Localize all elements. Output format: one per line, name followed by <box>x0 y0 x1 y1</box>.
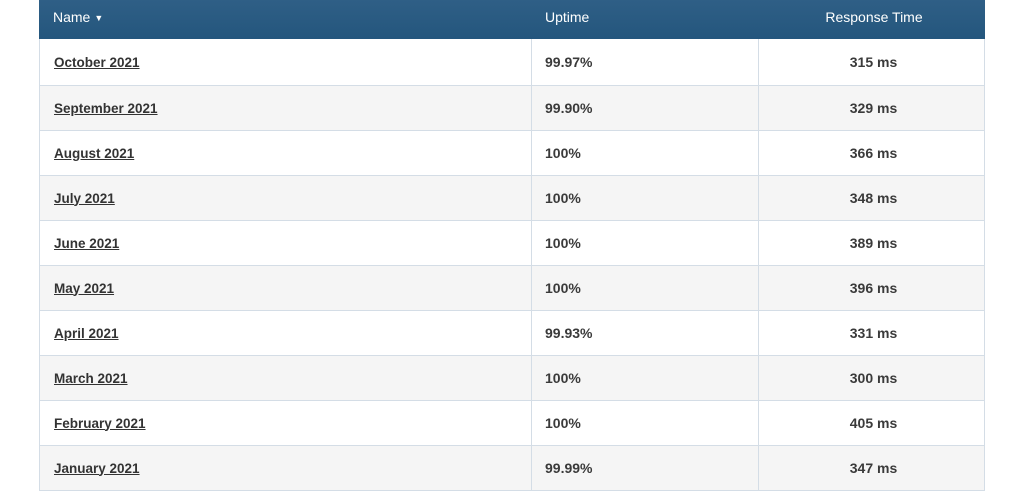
cell-response-time: 348 ms <box>759 176 985 220</box>
table-row: February 2021 100% 405 ms <box>39 401 985 446</box>
table-row: May 2021 100% 396 ms <box>39 266 985 311</box>
table-row: January 2021 99.99% 347 ms <box>39 446 985 491</box>
cell-name: April 2021 <box>39 311 532 355</box>
table-row: August 2021 100% 366 ms <box>39 131 985 176</box>
column-header-name[interactable]: Name ▼ <box>39 0 532 39</box>
cell-name: August 2021 <box>39 131 532 175</box>
cell-response-time: 300 ms <box>759 356 985 400</box>
cell-name: March 2021 <box>39 356 532 400</box>
column-header-uptime-label: Uptime <box>545 8 590 25</box>
cell-name: October 2021 <box>39 39 532 85</box>
table-header: Name ▼ Uptime Response Time <box>39 0 985 39</box>
cell-uptime: 99.93% <box>532 311 759 355</box>
cell-name: February 2021 <box>39 401 532 445</box>
cell-response-time: 347 ms <box>759 446 985 490</box>
cell-uptime: 100% <box>532 176 759 220</box>
table-row: March 2021 100% 300 ms <box>39 356 985 401</box>
cell-name: May 2021 <box>39 266 532 310</box>
cell-uptime: 100% <box>532 131 759 175</box>
cell-response-time: 396 ms <box>759 266 985 310</box>
table-row: June 2021 100% 389 ms <box>39 221 985 266</box>
cell-response-time: 329 ms <box>759 86 985 130</box>
cell-uptime: 100% <box>532 401 759 445</box>
sort-down-icon: ▼ <box>94 12 104 23</box>
month-link[interactable]: May 2021 <box>54 280 115 296</box>
cell-name: January 2021 <box>39 446 532 490</box>
month-link[interactable]: October 2021 <box>54 54 140 70</box>
cell-name: September 2021 <box>39 86 532 130</box>
uptime-table: Name ▼ Uptime Response Time October 2021… <box>39 0 985 491</box>
cell-uptime: 100% <box>532 356 759 400</box>
cell-response-time: 405 ms <box>759 401 985 445</box>
month-link[interactable]: January 2021 <box>54 460 140 476</box>
month-link[interactable]: April 2021 <box>54 325 119 341</box>
cell-response-time: 389 ms <box>759 221 985 265</box>
cell-response-time: 366 ms <box>759 131 985 175</box>
cell-response-time: 331 ms <box>759 311 985 355</box>
cell-uptime: 100% <box>532 266 759 310</box>
month-link[interactable]: July 2021 <box>54 190 115 206</box>
column-header-name-label: Name <box>53 8 91 25</box>
month-link[interactable]: September 2021 <box>54 100 158 116</box>
cell-uptime: 99.99% <box>532 446 759 490</box>
cell-name: July 2021 <box>39 176 532 220</box>
cell-uptime: 99.90% <box>532 86 759 130</box>
cell-name: June 2021 <box>39 221 532 265</box>
cell-response-time: 315 ms <box>759 39 985 85</box>
cell-uptime: 100% <box>532 221 759 265</box>
table-row: July 2021 100% 348 ms <box>39 176 985 221</box>
month-link[interactable]: June 2021 <box>54 235 120 251</box>
column-header-response-time-label: Response Time <box>825 8 923 25</box>
month-link[interactable]: August 2021 <box>54 145 135 161</box>
column-header-response-time: Response Time <box>759 0 985 39</box>
table-row: April 2021 99.93% 331 ms <box>39 311 985 356</box>
month-link[interactable]: February 2021 <box>54 415 146 431</box>
table-body: October 2021 99.97% 315 ms September 202… <box>39 39 985 491</box>
cell-uptime: 99.97% <box>532 39 759 85</box>
column-header-uptime: Uptime <box>532 0 759 39</box>
table-row: October 2021 99.97% 315 ms <box>39 39 985 86</box>
month-link[interactable]: March 2021 <box>54 370 128 386</box>
table-row: September 2021 99.90% 329 ms <box>39 86 985 131</box>
